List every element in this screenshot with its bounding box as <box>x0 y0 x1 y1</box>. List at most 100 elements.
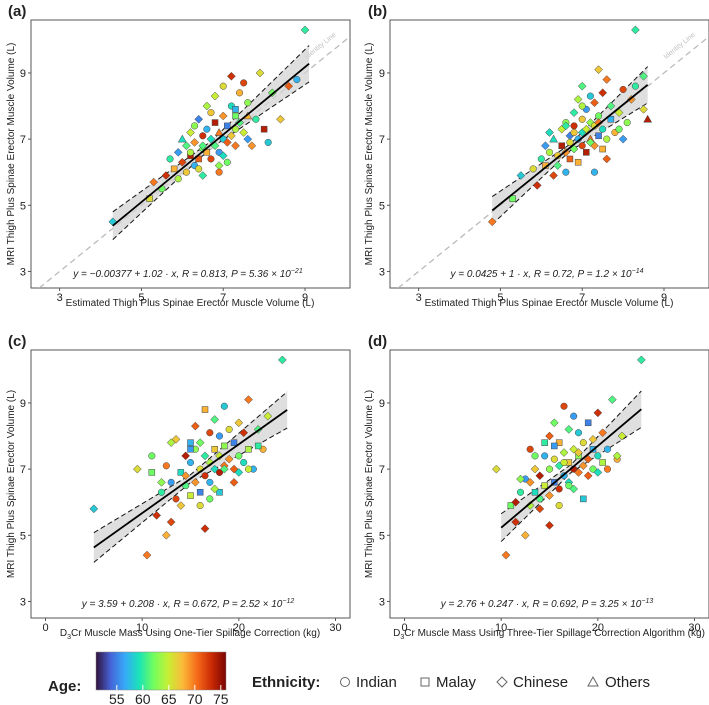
data-point-indian <box>182 168 190 176</box>
data-point-malay <box>254 442 262 450</box>
data-point-chinese <box>234 468 244 477</box>
data-point-malay <box>211 119 219 126</box>
data-point-indian <box>215 468 224 476</box>
data-point-chinese <box>569 484 579 494</box>
data-point-indian <box>207 155 215 163</box>
equation-text: y = 0.0425 + 1 · x, R = 0.72, P = 1.2 × … <box>449 269 632 280</box>
legend-label: Malay <box>436 674 477 691</box>
legend-item-others: Others <box>587 674 650 691</box>
data-point-indian <box>531 452 539 460</box>
data-point-malay <box>232 112 239 120</box>
regression-line <box>93 409 288 549</box>
data-point-indian <box>223 158 231 166</box>
panel-b: (b) Identity Line 3 5 7 9 3 5 7 9 Estima… <box>364 3 709 309</box>
y-ticks-a: 3 5 7 9 <box>20 68 31 278</box>
equation-text: y = 3.59 + 0.208 · x, R = 0.672, P = 2.5… <box>81 599 283 610</box>
data-point-chinese <box>520 530 530 540</box>
x-axis-label-b: Estimated Thigh Plus Spinae Erector Musc… <box>425 298 674 309</box>
x-tick-label: 5 <box>497 292 503 304</box>
data-point-malay <box>551 442 558 450</box>
data-point-chinese <box>190 421 200 431</box>
data-point-indian <box>578 102 586 110</box>
data-point-chinese <box>559 448 569 457</box>
data-point-indian <box>541 452 549 460</box>
y-tick-label: 7 <box>20 464 26 476</box>
data-point-chinese <box>530 464 540 474</box>
data-point-chinese <box>593 408 603 418</box>
data-point-indian <box>590 168 599 176</box>
data-point-malay <box>203 149 211 156</box>
age-tick-label: 60 <box>135 691 151 705</box>
data-point-chinese <box>255 68 265 78</box>
data-point-chinese <box>229 477 239 487</box>
x-axis-label-cr: Cr <box>404 628 415 639</box>
x-tick-label: 30 <box>329 622 341 634</box>
data-point-chinese <box>561 121 571 131</box>
data-point-chinese <box>200 524 210 534</box>
data-point-chinese <box>553 161 563 170</box>
data-point-indian <box>560 402 568 410</box>
data-point-indian <box>240 79 248 87</box>
data-point-chinese <box>569 108 579 117</box>
data-point-indian <box>264 138 272 146</box>
data-point-chinese <box>227 131 236 141</box>
data-point-chinese <box>218 111 228 121</box>
data-point-indian <box>186 148 195 156</box>
y-tick-label: 9 <box>20 398 26 410</box>
data-point-chinese <box>244 395 253 404</box>
y-tick-label: 5 <box>20 200 26 212</box>
x-ticks-d: 0 10 20 30 <box>401 618 701 634</box>
age-tick-label: 55 <box>109 691 125 705</box>
legend-item-malay: Malay <box>420 674 477 691</box>
data-point-indian <box>545 148 554 156</box>
data-point-chinese <box>549 171 558 180</box>
data-point-indian <box>293 76 301 84</box>
data-point-indian <box>231 125 240 133</box>
data-point-chinese <box>511 497 521 507</box>
data-point-chinese <box>532 181 542 190</box>
data-point-chinese <box>210 415 220 424</box>
data-point-indian <box>215 432 224 440</box>
x-tick-label: 9 <box>661 292 667 304</box>
data-point-indian <box>157 488 166 496</box>
panel-a: (a) Identity Line 3 5 7 9 3 5 7 9 Estima… <box>6 3 351 309</box>
data-point-chinese <box>578 461 588 471</box>
x-axis-label-prefix: D <box>393 628 400 639</box>
y-tick-label: 5 <box>379 200 385 212</box>
data-point-malay <box>541 439 548 446</box>
data-point-chinese <box>276 114 285 124</box>
panel-label-b: (b) <box>368 3 387 20</box>
x-tick-label: 30 <box>688 622 700 634</box>
data-point-malay <box>584 419 592 427</box>
equation-exponent: −14 <box>632 268 644 275</box>
confidence-lower-line <box>93 427 288 563</box>
data-point-chinese <box>181 471 191 481</box>
data-point-malay <box>245 446 252 453</box>
data-point-indian <box>225 425 233 433</box>
data-point-chinese <box>219 464 229 474</box>
data-point-malay <box>541 482 548 489</box>
y-axis-label-a: MRI Thigh Plus Spinae Erector Muscle Vol… <box>6 43 17 266</box>
data-point-chinese <box>545 128 554 137</box>
confidence-lower-line <box>500 426 642 542</box>
data-point-indian <box>566 138 574 146</box>
plot-area-b: Identity Line <box>397 25 709 288</box>
data-point-chinese <box>277 355 287 365</box>
data-point-indian <box>196 501 204 510</box>
legend-label: Others <box>605 674 650 691</box>
legend-label: Indian <box>356 674 397 691</box>
data-point-indian <box>603 465 612 473</box>
y-axis-label-c: MRI Thigh Plus Spinae Erector Volume (L) <box>6 390 17 578</box>
y-ticks-b: 3 5 7 9 <box>379 68 390 278</box>
data-point-indian <box>207 109 215 117</box>
data-point-indian <box>529 165 537 173</box>
data-point-indian <box>172 495 180 503</box>
data-point-chinese <box>222 138 232 147</box>
data-point-indian <box>252 115 260 123</box>
data-point-chinese <box>564 425 574 434</box>
data-point-chinese <box>618 134 628 144</box>
data-point-chinese <box>535 471 545 481</box>
y-tick-label: 7 <box>20 134 26 146</box>
data-point-chinese <box>152 511 162 520</box>
data-point-malay <box>148 469 156 476</box>
